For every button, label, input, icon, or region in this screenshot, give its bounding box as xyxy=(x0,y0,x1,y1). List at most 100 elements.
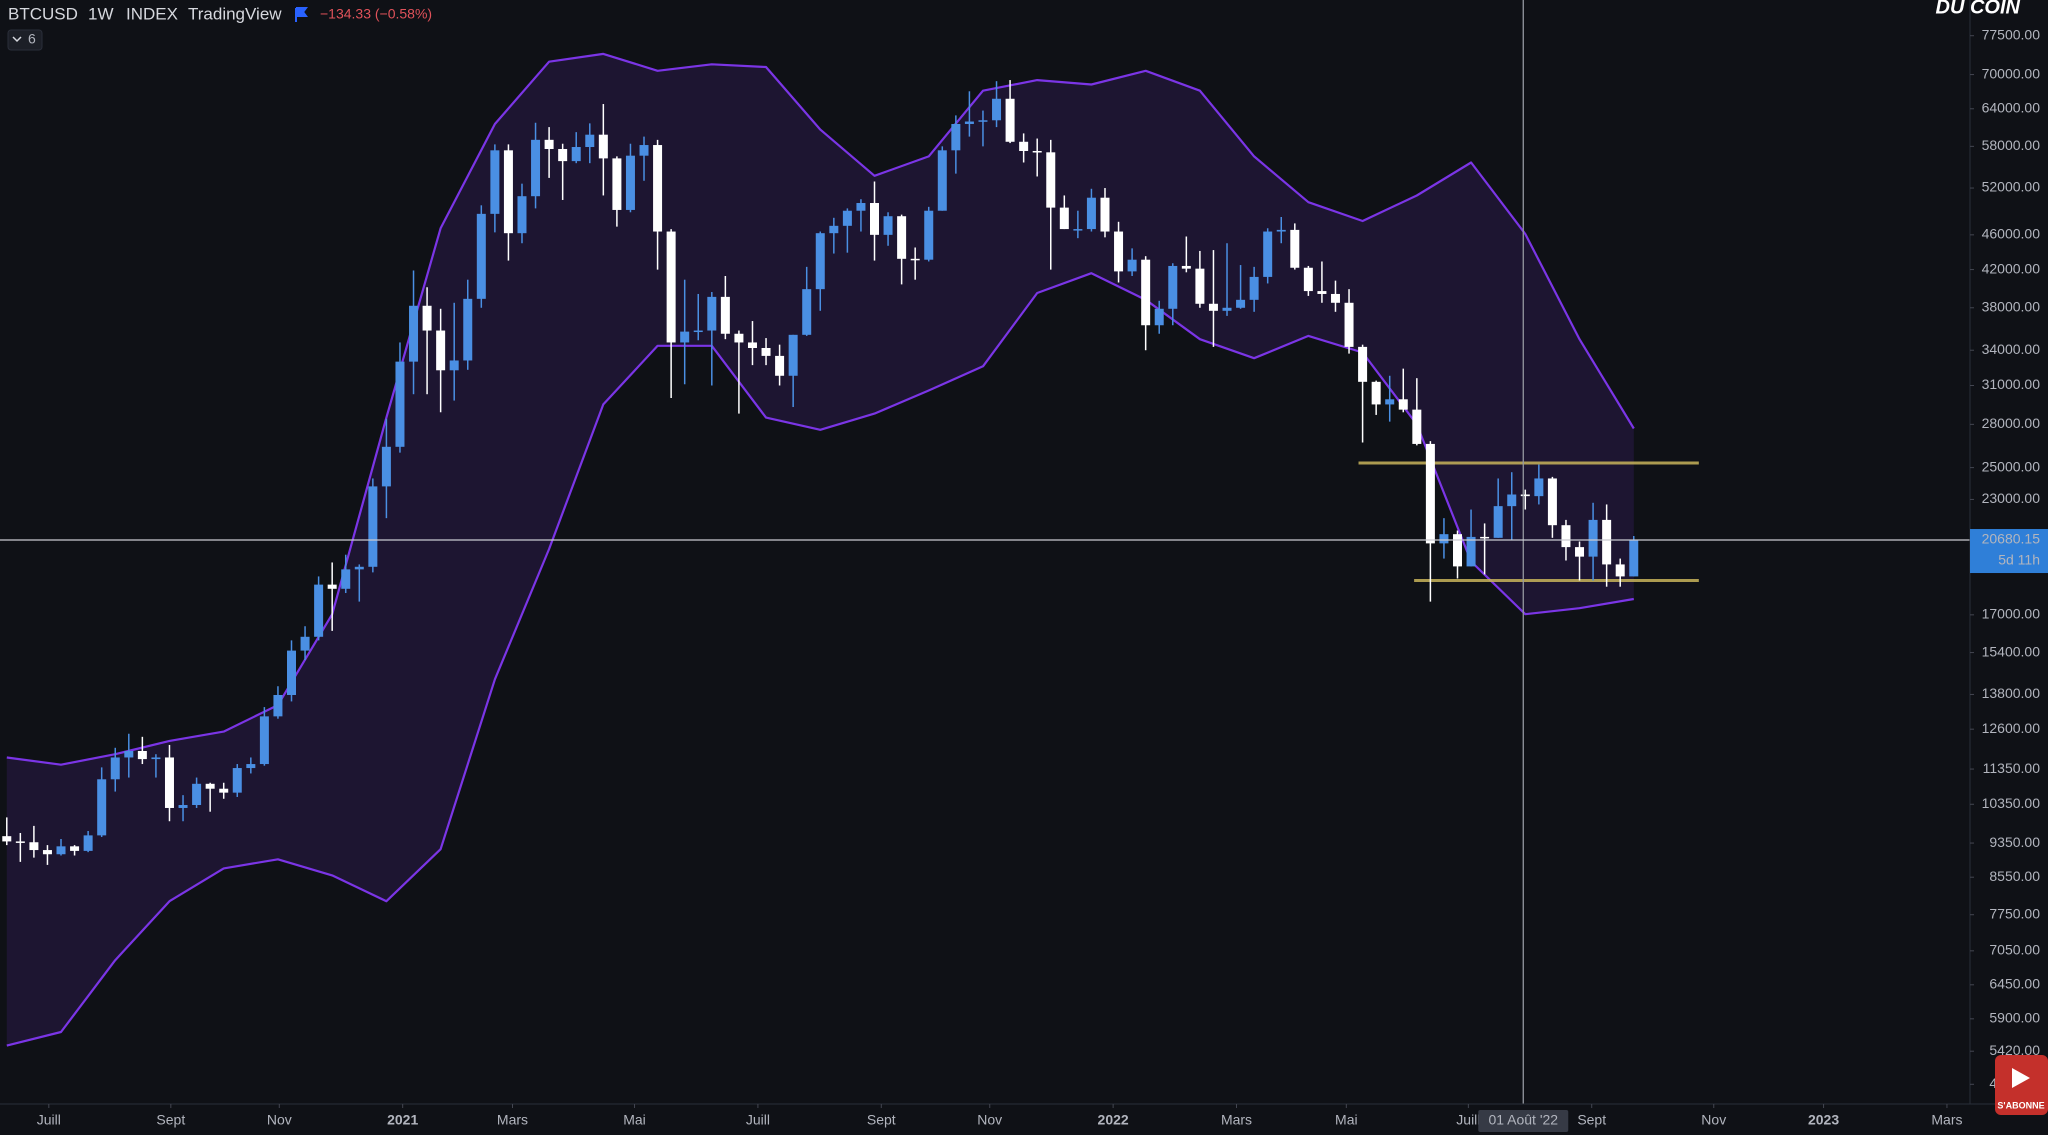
candle-body xyxy=(1127,259,1137,272)
x-tick-label: Sept xyxy=(867,1112,896,1128)
x-tick-label: 2021 xyxy=(387,1112,418,1128)
chevron-icon xyxy=(12,36,22,43)
candle-body xyxy=(42,850,52,855)
candle-body xyxy=(531,139,541,197)
candle-body xyxy=(436,330,446,371)
candle-body xyxy=(598,134,608,159)
candle-body xyxy=(517,196,527,234)
y-tick-label: 11350.00 xyxy=(1983,760,2041,776)
candle-body xyxy=(815,233,825,290)
candle-body xyxy=(802,289,812,335)
candle-body xyxy=(1208,303,1218,311)
x-tick-label: 2022 xyxy=(1098,1112,1129,1128)
y-tick-label: 42000.00 xyxy=(1982,260,2041,276)
candle-body xyxy=(164,757,174,808)
candle-body xyxy=(1059,207,1069,230)
x-tick-label: Mars xyxy=(497,1112,528,1128)
x-tick-label: Juill xyxy=(746,1112,770,1128)
candle-body xyxy=(761,347,771,356)
last-price-box xyxy=(1970,529,2048,574)
candle-body xyxy=(1181,265,1191,269)
candle-body xyxy=(1073,229,1083,231)
candle-body xyxy=(1222,307,1232,311)
crosshair-date-box xyxy=(1478,1110,1569,1132)
candle-body xyxy=(870,203,880,235)
candle-body xyxy=(964,121,974,124)
candle-body xyxy=(2,836,12,842)
plot-area xyxy=(0,0,1970,1104)
candle-body xyxy=(219,788,229,793)
candle-body xyxy=(883,216,893,235)
candle-body xyxy=(1290,229,1300,268)
y-tick-label: 13800.00 xyxy=(1982,685,2041,701)
y-tick-label: 10350.00 xyxy=(1982,795,2041,811)
candle-body xyxy=(1466,536,1476,567)
candle-body xyxy=(897,216,907,259)
candle-body xyxy=(259,716,269,765)
candle-body xyxy=(463,298,473,361)
candle-body xyxy=(178,805,188,808)
candle-body xyxy=(1263,231,1273,277)
y-tick-label: 8550.00 xyxy=(1989,868,2040,884)
x-tick-label: Juill xyxy=(37,1112,61,1128)
x-tick-label: Juill xyxy=(1456,1112,1480,1128)
candle-body xyxy=(1453,534,1463,567)
candle-body xyxy=(1575,547,1585,557)
indicator-count: 6 xyxy=(28,31,36,47)
interval[interactable]: 1W xyxy=(88,4,114,23)
candle-body xyxy=(1534,478,1544,497)
candle-body xyxy=(1385,399,1395,405)
candle-body xyxy=(503,150,513,234)
x-tick-label: Nov xyxy=(267,1112,292,1128)
candle-body xyxy=(232,768,242,793)
candle-body xyxy=(151,757,161,760)
x-tick-label: Mai xyxy=(1335,1112,1358,1128)
candle-body xyxy=(1398,399,1408,410)
y-tick-label: 31000.00 xyxy=(1982,376,2041,392)
candle-body xyxy=(1480,536,1490,539)
candle-body xyxy=(354,566,364,570)
y-tick-label: 17000.00 xyxy=(1982,606,2041,622)
candle-body xyxy=(1032,150,1042,153)
candle-body xyxy=(1005,98,1015,142)
candle-body xyxy=(734,333,744,343)
axes: 77500.00 70000.00 64000.00 58000.00 52000.00… xyxy=(37,26,2048,1132)
flag-icon xyxy=(295,7,308,22)
candle-body xyxy=(1330,293,1340,303)
y-tick-label: 77500.00 xyxy=(1982,26,2041,42)
x-tick-label: Nov xyxy=(977,1112,1002,1128)
candle-body xyxy=(842,210,852,226)
y-tick-label: 46000.00 xyxy=(1982,226,2041,242)
candle-body xyxy=(1602,519,1612,565)
candle-body xyxy=(856,203,866,211)
candle-body xyxy=(300,636,310,651)
indicator-toggle[interactable] xyxy=(7,29,43,51)
candle-body xyxy=(1588,519,1598,557)
candle-body xyxy=(924,210,934,260)
candle-body xyxy=(70,846,80,851)
candle-body xyxy=(558,148,568,162)
y-tick-label: 7750.00 xyxy=(1989,905,2040,921)
candle-body xyxy=(1303,267,1313,292)
subscribe-button[interactable] xyxy=(1995,1055,2048,1115)
candle-body xyxy=(707,296,717,331)
candle-body xyxy=(571,147,581,162)
candle-body xyxy=(788,334,798,376)
candle-body xyxy=(639,145,649,156)
candle-body xyxy=(368,486,378,567)
candle-body xyxy=(1276,229,1286,232)
candle-body xyxy=(137,750,147,760)
y-tick-label: 38000.00 xyxy=(1982,298,2041,314)
candle-body xyxy=(192,783,202,806)
candle-body xyxy=(124,750,134,758)
candle-body xyxy=(1493,506,1503,538)
countdown-label: 5d 11h xyxy=(1998,552,2040,568)
x-tick-label: Mars xyxy=(1221,1112,1252,1128)
channel-logo: DU COIN xyxy=(1936,0,2021,18)
y-tick-label: 6450.00 xyxy=(1989,975,2040,991)
candle-body xyxy=(1236,299,1246,308)
candle-body xyxy=(612,158,622,210)
candle-body xyxy=(327,584,337,589)
